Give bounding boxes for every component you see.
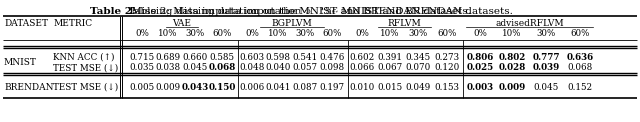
Text: BGPLVM: BGPLVM (271, 19, 312, 27)
Text: 10%: 10% (502, 30, 522, 39)
Text: 0.068: 0.068 (209, 63, 236, 72)
Text: 0.048: 0.048 (239, 63, 265, 72)
Text: 0.010: 0.010 (349, 82, 374, 92)
Text: 0.038: 0.038 (156, 63, 180, 72)
Text: 0.035: 0.035 (129, 63, 154, 72)
Text: 0.777: 0.777 (532, 52, 560, 61)
Text: 30%: 30% (296, 30, 315, 39)
Text: 0.006: 0.006 (239, 82, 264, 92)
Text: 0.602: 0.602 (349, 52, 374, 61)
Text: 0.153: 0.153 (435, 82, 460, 92)
Text: 0.070: 0.070 (405, 63, 431, 72)
Text: 0.585: 0.585 (209, 52, 234, 61)
Text: 0.476: 0.476 (319, 52, 345, 61)
Text: 10%: 10% (158, 30, 178, 39)
Text: 30%: 30% (536, 30, 556, 39)
Text: 0.040: 0.040 (266, 63, 291, 72)
Text: 0.028: 0.028 (499, 63, 525, 72)
Text: 0.009: 0.009 (156, 82, 180, 92)
Text: 0.003: 0.003 (467, 82, 493, 92)
Text: 0.043: 0.043 (181, 82, 209, 92)
Text: BRENDAN: BRENDAN (4, 82, 54, 92)
Text: 60%: 60% (212, 30, 232, 39)
Text: advisedRFLVM: advisedRFLVM (495, 19, 564, 27)
Text: TEST MSE (↓): TEST MSE (↓) (53, 63, 118, 72)
Text: 0.098: 0.098 (319, 63, 344, 72)
Text: Table 2:: Table 2: (297, 6, 343, 15)
Text: 0.087: 0.087 (292, 82, 317, 92)
Text: Table 2:: Table 2: (90, 6, 136, 15)
Text: TEST MSE (↓): TEST MSE (↓) (53, 82, 118, 92)
Text: 0.541: 0.541 (292, 52, 317, 61)
Text: 0.598: 0.598 (266, 52, 291, 61)
Text: 0.802: 0.802 (499, 52, 525, 61)
Text: 0%: 0% (135, 30, 149, 39)
Text: 0.345: 0.345 (405, 52, 431, 61)
Text: 0%: 0% (473, 30, 487, 39)
Text: 0.039: 0.039 (532, 63, 559, 72)
Text: 60%: 60% (323, 30, 342, 39)
Text: 0.009: 0.009 (499, 82, 525, 92)
Text: 0.068: 0.068 (568, 63, 593, 72)
Text: 0.715: 0.715 (129, 52, 155, 61)
Text: 0.391: 0.391 (378, 52, 403, 61)
Text: 0.015: 0.015 (378, 82, 403, 92)
Text: KNN ACC (↑): KNN ACC (↑) (53, 52, 115, 61)
Text: 0.025: 0.025 (467, 63, 493, 72)
Text: Missing data imputation on the MNIST and BRENDAN datasets.: Missing data imputation on the MNIST and… (128, 6, 471, 15)
Text: 0.806: 0.806 (467, 52, 493, 61)
Text: 0%: 0% (245, 30, 259, 39)
Text: 0.045: 0.045 (182, 63, 207, 72)
Text: METRIC: METRIC (53, 19, 92, 27)
Text: 60%: 60% (570, 30, 589, 39)
Text: 0.045: 0.045 (533, 82, 559, 92)
Text: 0.636: 0.636 (566, 52, 593, 61)
Text: 0.041: 0.041 (266, 82, 291, 92)
Text: 0%: 0% (355, 30, 369, 39)
Text: RFLVM: RFLVM (387, 19, 421, 27)
Text: 0.005: 0.005 (129, 82, 155, 92)
Text: Table 2: Missing data imputation on the MNIST and BRENDAN datasets.: Table 2: Missing data imputation on the … (127, 6, 513, 15)
Text: 0.197: 0.197 (319, 82, 344, 92)
Text: 60%: 60% (437, 30, 457, 39)
Text: MNIST: MNIST (4, 58, 37, 67)
Text: 0.049: 0.049 (405, 82, 431, 92)
Text: 30%: 30% (186, 30, 205, 39)
Text: 10%: 10% (268, 30, 288, 39)
Text: 10%: 10% (380, 30, 400, 39)
Text: 0.660: 0.660 (182, 52, 207, 61)
Text: 0.689: 0.689 (156, 52, 180, 61)
Text: 0.120: 0.120 (435, 63, 460, 72)
Text: 0.067: 0.067 (378, 63, 403, 72)
Text: 0.057: 0.057 (292, 63, 317, 72)
Text: 30%: 30% (408, 30, 428, 39)
Text: 0.066: 0.066 (349, 63, 374, 72)
Text: 0.152: 0.152 (568, 82, 593, 92)
Text: 0.273: 0.273 (435, 52, 460, 61)
Text: DATASET: DATASET (4, 19, 48, 27)
Text: VAE: VAE (172, 19, 191, 27)
Text: 0.603: 0.603 (239, 52, 264, 61)
Text: 0.150: 0.150 (208, 82, 236, 92)
